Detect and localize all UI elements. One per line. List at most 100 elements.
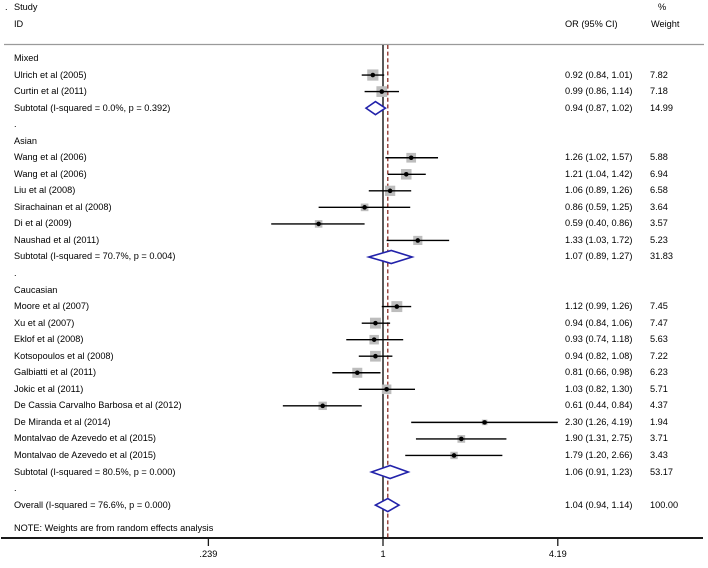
row-or-ci-value: 0.81 (0.66, 0.98) (565, 367, 633, 378)
row-weight-value: 4.37 (650, 400, 668, 411)
row-or-ci-value: 1.07 (0.89, 1.27) (565, 251, 633, 262)
or-column-header: OR (95% CI) (565, 19, 618, 29)
point-estimate-marker (354, 370, 360, 376)
id-column-header: ID (14, 19, 24, 29)
row-weight-value: 5.63 (650, 334, 668, 345)
subtotal-diamond (364, 100, 387, 116)
row-label: Galbiatti et al (2011) (14, 367, 97, 378)
row-label: Subtotal (I-squared = 0.0%, p = 0.392) (14, 102, 171, 113)
row-weight-value: 53.17 (650, 466, 673, 477)
axis-tick-label: 4.19 (548, 548, 567, 559)
group-label: Mixed (14, 53, 39, 63)
row-weight-value: 6.58 (650, 185, 668, 196)
point-estimate-marker (459, 436, 464, 442)
subtotal-diamond (369, 464, 411, 480)
row-or-ci-value: 0.86 (0.59, 1.25) (565, 201, 633, 212)
axis-tick-label: .239 (199, 548, 218, 559)
row-or-ci-value: 1.12 (0.99, 1.26) (565, 301, 633, 312)
row-or-ci-value: 1.79 (1.20, 2.66) (565, 449, 633, 460)
row-label: Subtotal (I-squared = 70.7%, p = 0.004) (14, 251, 176, 262)
row-weight-value: 1.94 (650, 416, 668, 427)
row-weight-value: 7.45 (650, 301, 668, 312)
point-estimate-marker (371, 337, 377, 342)
row-weight-value: 3.43 (650, 449, 668, 460)
row-label: Subtotal (I-squared = 80.5%, p = 0.000) (14, 466, 176, 477)
row-or-ci-value: 1.33 (1.03, 1.72) (565, 234, 633, 245)
row-label: Wang et al (2006) (14, 168, 87, 179)
leading-dot: . (5, 2, 8, 12)
row-weight-value: 3.64 (650, 201, 668, 212)
row-label: Ulrich et al (2005) (14, 69, 87, 80)
row-weight-value: 7.82 (650, 69, 668, 80)
point-estimate-marker (408, 155, 414, 161)
row-or-ci-value: 0.94 (0.87, 1.02) (565, 102, 633, 113)
section-spacer-dot: . (14, 268, 17, 279)
note-text: NOTE: Weights are from random effects an… (14, 523, 214, 533)
row-weight-value: 3.57 (650, 218, 668, 229)
weight-column-header: Weight (651, 19, 680, 29)
row-label: Di et al (2009) (14, 218, 72, 229)
overall-diamond (373, 497, 401, 513)
row-label: Curtin et al (2011) (14, 86, 87, 97)
row-or-ci-value: 1.03 (0.82, 1.30) (565, 383, 633, 394)
row-weight-value: 7.22 (650, 350, 668, 361)
row-weight-value: 100.00 (650, 499, 679, 510)
axis-tick-label: 1 (380, 548, 386, 559)
row-label: Montalvao de Azevedo et al (2015) (14, 449, 156, 460)
row-label: Overall (I-squared = 76.6%, p = 0.000) (14, 499, 171, 510)
row-or-ci-value: 0.92 (0.84, 1.01) (565, 69, 633, 80)
point-estimate-marker (370, 72, 376, 78)
row-weight-value: 5.71 (650, 383, 668, 394)
row-weight-value: 6.94 (650, 168, 668, 179)
row-or-ci-value: 0.94 (0.82, 1.08) (565, 350, 633, 361)
row-label: Liu et al (2008) (14, 185, 76, 196)
row-label: Kotsopoulos et al (2008) (14, 350, 114, 361)
row-label: Moore et al (2007) (14, 301, 90, 312)
point-estimate-marker (482, 420, 487, 425)
study-column-header: Study (14, 2, 38, 12)
row-label: Wang et al (2006) (14, 152, 87, 163)
point-estimate-marker (387, 188, 393, 194)
group-label: Caucasian (14, 284, 58, 295)
row-or-ci-value: 1.90 (1.31, 2.75) (565, 433, 633, 444)
subtotal-diamond (365, 249, 415, 265)
row-or-ci-value: 0.94 (0.84, 1.06) (565, 317, 633, 328)
row-weight-value: 6.23 (650, 367, 668, 378)
row-label: Montalvao de Azevedo et al (2015) (14, 433, 156, 444)
row-label: De Cassia Carvalho Barbosa et al (2012) (14, 400, 182, 411)
row-weight-value: 7.47 (650, 317, 668, 328)
row-weight-value: 5.23 (650, 234, 668, 245)
row-label: Xu et al (2007) (14, 317, 75, 328)
row-weight-value: 5.88 (650, 152, 668, 163)
point-estimate-marker (320, 403, 325, 409)
row-or-ci-value: 1.06 (0.91, 1.23) (565, 466, 633, 477)
point-estimate-marker (373, 353, 378, 359)
row-weight-value: 31.83 (650, 251, 673, 262)
point-estimate-marker (384, 387, 389, 392)
percent-header: % (658, 2, 667, 12)
row-label: De Miranda et al (2014) (14, 416, 111, 427)
point-estimate-marker (415, 238, 421, 243)
point-estimate-marker (362, 205, 367, 210)
row-weight-value: 7.18 (650, 86, 668, 97)
row-label: Naushad et al (2011) (14, 234, 100, 245)
row-label: Jokic et al (2011) (14, 383, 84, 394)
row-or-ci-value: 0.93 (0.74, 1.18) (565, 334, 633, 345)
section-spacer-dot: . (14, 119, 17, 130)
row-or-ci-value: 1.06 (0.89, 1.26) (565, 185, 633, 196)
row-weight-value: 3.71 (650, 433, 668, 444)
point-estimate-marker (379, 89, 385, 94)
point-estimate-marker (316, 221, 321, 227)
row-weight-value: 14.99 (650, 102, 673, 113)
row-label: Eklof et al (2008) (14, 334, 84, 345)
row-or-ci-value: 1.21 (1.04, 1.42) (565, 168, 633, 179)
point-estimate-marker (451, 453, 457, 458)
point-estimate-marker (394, 304, 400, 309)
point-estimate-marker (373, 320, 378, 326)
row-label: Sirachainan et al (2008) (14, 201, 112, 212)
group-label: Asian (14, 135, 37, 146)
row-or-ci-value: 1.04 (0.94, 1.14) (565, 499, 633, 510)
row-or-ci-value: 0.99 (0.86, 1.14) (565, 86, 633, 97)
